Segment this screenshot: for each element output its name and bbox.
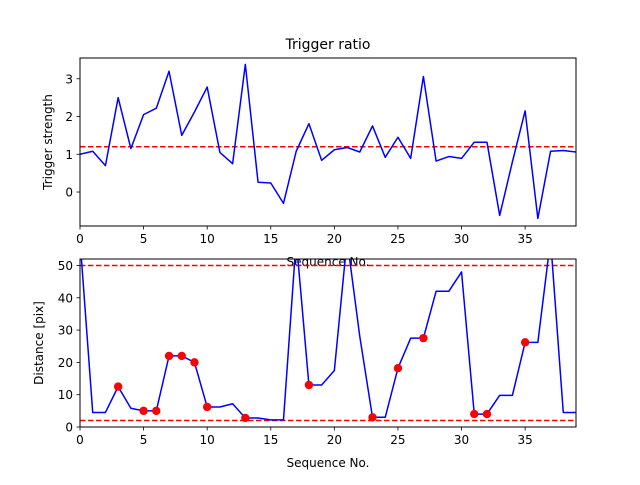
x-tick-label: 25 [390, 232, 405, 246]
data-point [419, 333, 428, 343]
x-tick-label: 0 [76, 433, 84, 447]
y-axis-ticks: 0 1 2 3 [65, 72, 80, 200]
plot-frame [79, 258, 577, 428]
data-point [164, 351, 174, 361]
x-tick-label: 15 [263, 232, 278, 246]
y-tick-label: 3 [65, 72, 73, 86]
data-point [241, 413, 250, 423]
y-tick-label: 10 [58, 388, 73, 402]
chart-title: Trigger ratio [284, 37, 370, 53]
x-tick-label: 35 [517, 232, 532, 246]
x-tick-label: 5 [140, 232, 148, 246]
y-tick-label: 30 [58, 324, 73, 338]
x-tick-label: 15 [263, 433, 278, 447]
threshold-lines [80, 264, 576, 422]
series-group [80, 259, 576, 423]
x-tick-label: 5 [140, 433, 148, 447]
y-tick-label: 0 [65, 186, 73, 200]
y-tick-label: 0 [65, 421, 73, 435]
x-tick-label: 10 [200, 433, 215, 447]
series-line [80, 259, 576, 421]
x-axis-ticks: 0 5 10 15 20 25 30 35 [76, 427, 533, 447]
y-tick-label: 50 [58, 259, 73, 273]
x-tick-label: 25 [390, 433, 405, 447]
y-tick-label: 20 [58, 356, 73, 370]
data-point [470, 409, 479, 419]
x-tick-label: 30 [454, 433, 469, 447]
x-axis-label: Sequence No. [287, 456, 370, 470]
data-point [482, 409, 492, 419]
x-tick-label: 20 [327, 433, 342, 447]
y-tick-label: 40 [58, 291, 73, 305]
data-point [139, 406, 148, 416]
series-group [80, 63, 576, 220]
data-point [368, 413, 377, 422]
x-tick-label: 0 [76, 232, 84, 246]
data-point [177, 351, 186, 361]
x-tick-label: 20 [327, 232, 342, 246]
series-line [80, 63, 576, 220]
x-tick-label: 10 [200, 232, 215, 246]
y-tick-label: 1 [65, 148, 73, 162]
data-point [113, 382, 123, 391]
data-point [190, 358, 199, 367]
plot-frame [79, 57, 577, 227]
x-tick-label: 35 [517, 433, 532, 447]
y-axis-label: Distance [pix] [32, 301, 46, 385]
data-point [202, 402, 212, 412]
y-axis-ticks: 0 10 20 30 40 50 [58, 259, 80, 435]
data-point [393, 364, 403, 373]
x-tick-label: 30 [454, 232, 469, 246]
data-point [304, 380, 314, 390]
y-tick-label: 2 [65, 110, 73, 124]
x-axis-ticks: 0 5 10 15 20 25 30 35 [76, 226, 533, 246]
y-axis-label: Trigger strength [41, 94, 55, 191]
data-point [520, 338, 530, 347]
data-point [152, 406, 161, 416]
